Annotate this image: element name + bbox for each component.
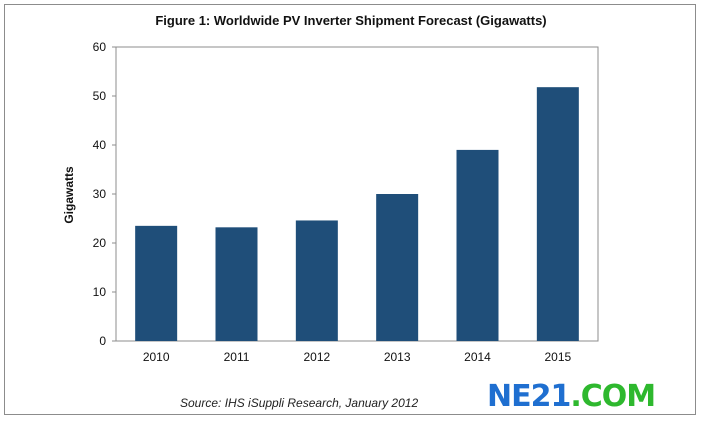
x-tick-label: 2011 xyxy=(224,350,250,364)
y-tick-label: 60 xyxy=(93,40,107,54)
bar-2013 xyxy=(376,194,419,341)
x-tick-label: 2012 xyxy=(303,350,330,364)
bar-2015 xyxy=(536,87,579,342)
watermark-part-a: NE21 xyxy=(487,379,571,414)
chart-title: Figure 1: Worldwide PV Inverter Shipment… xyxy=(155,13,547,28)
watermark-logo: NE21.COM xyxy=(487,379,656,414)
watermark-part-b: .COM xyxy=(570,379,656,414)
plot-area xyxy=(115,46,599,342)
y-tick-label: 30 xyxy=(93,187,107,201)
x-tick-label: 2015 xyxy=(544,350,571,364)
y-tick-label: 40 xyxy=(93,138,107,152)
y-tick-label: 50 xyxy=(93,89,107,103)
bar-2014 xyxy=(456,149,499,341)
y-axis-ticks: 0 10 20 30 40 50 60 xyxy=(93,40,116,348)
bar-2011 xyxy=(215,227,258,341)
bars xyxy=(135,87,579,342)
source-note: Source: IHS iSuppli Research, January 20… xyxy=(180,396,419,410)
x-axis-ticks: 2010 2011 2012 2013 2014 2015 xyxy=(143,350,572,364)
y-tick-label: 0 xyxy=(99,334,106,348)
bar-2010 xyxy=(135,225,178,341)
bar-2012 xyxy=(295,220,338,341)
x-tick-label: 2010 xyxy=(143,350,170,364)
y-tick-label: 20 xyxy=(93,236,107,250)
y-tick-label: 10 xyxy=(93,285,107,299)
x-tick-label: 2013 xyxy=(384,350,411,364)
x-tick-label: 2014 xyxy=(464,350,491,364)
